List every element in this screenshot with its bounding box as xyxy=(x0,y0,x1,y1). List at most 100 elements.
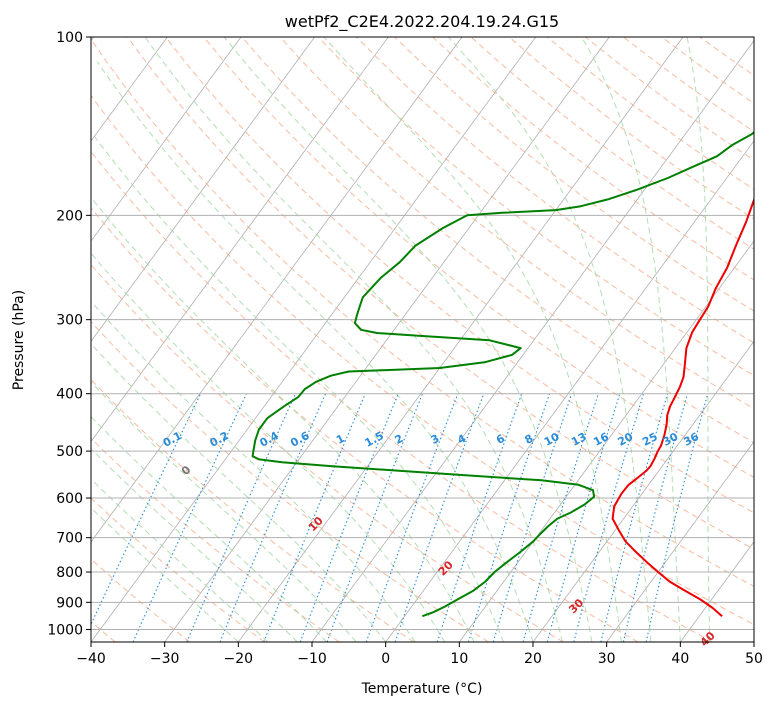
y-tick-label: 800 xyxy=(56,565,83,581)
mixing-ratio-label: 10 xyxy=(542,430,562,449)
dry-adiabat-label: 20 xyxy=(436,558,456,578)
x-tick-label: −20 xyxy=(224,651,254,667)
dry-adiabat-line xyxy=(91,497,265,642)
isotherm-line xyxy=(91,37,315,342)
mixing-ratio-line xyxy=(645,393,709,642)
moist-adiabat-line xyxy=(91,343,387,642)
mixing-ratio-line xyxy=(573,393,645,642)
y-axis-label: Pressure (hPa) xyxy=(11,290,27,390)
pressure-gridlines xyxy=(91,37,754,630)
dry-adiabat-line xyxy=(91,150,713,642)
dry-adiabat-label: 40 xyxy=(698,629,718,649)
dry-adiabat-line xyxy=(470,37,754,250)
mixing-ratio-label: 25 xyxy=(640,430,660,449)
isotherm-line xyxy=(680,541,754,642)
dry-adiabat-line xyxy=(661,37,754,105)
dry-adiabat-line xyxy=(91,207,639,642)
mixing-ratio-line xyxy=(622,393,689,642)
isotherm-line xyxy=(606,440,754,642)
moist-adiabat-line xyxy=(144,37,563,642)
profile-lines xyxy=(251,131,754,618)
isotherm-line xyxy=(532,340,754,642)
background-lines xyxy=(91,37,754,642)
moist-adiabat-line xyxy=(91,507,239,642)
x-tick-label: −30 xyxy=(150,651,180,667)
dry-adiabat-line xyxy=(623,37,754,133)
y-tick-label: 400 xyxy=(56,387,83,403)
moist-adiabat-line xyxy=(91,448,298,642)
mixing-ratio-label: 2 xyxy=(393,432,406,447)
mixing-ratio-line xyxy=(91,393,202,626)
isotherm-line xyxy=(91,37,389,443)
dry-adiabat-line xyxy=(317,37,754,377)
mixing-ratio-line xyxy=(522,393,599,642)
mixing-ratio-line xyxy=(467,393,551,642)
mixing-ratio-line xyxy=(546,393,621,642)
moist-adiabat-line xyxy=(686,37,711,642)
y-tick-label: 700 xyxy=(56,531,83,547)
moist-adiabat-line xyxy=(448,37,652,642)
y-tick-label: 600 xyxy=(56,491,83,507)
moist-adiabat-line xyxy=(91,415,328,642)
x-tick-label: 0 xyxy=(381,651,390,667)
x-axis: −40 −30 −20 −10 0 10 20 30 40 50 xyxy=(76,642,763,667)
x-axis-label: Temperature (°C) xyxy=(361,681,483,697)
y-tick-label: 200 xyxy=(56,208,83,224)
dry-adiabat-line xyxy=(394,37,754,312)
moist-adiabat-line xyxy=(91,196,475,642)
mixing-ratio-line xyxy=(186,393,296,642)
isotherm-line xyxy=(385,140,754,642)
isotherm-line xyxy=(91,37,536,642)
dry-adiabat-label: 0 xyxy=(179,463,194,478)
line-labels: 0.10.20.40.611.52346810131620253036-100-… xyxy=(161,429,718,649)
dry-adiabat-line xyxy=(91,94,754,626)
dry-adiabat-line xyxy=(546,37,754,190)
temperature-profile-line xyxy=(611,197,754,617)
mixing-ratio-label: 3 xyxy=(429,432,442,447)
isotherm-line xyxy=(164,37,610,642)
moist-adiabat-line xyxy=(91,381,357,642)
dry-adiabat-line xyxy=(165,37,754,514)
mixing-ratio-label: 0.1 xyxy=(161,429,184,450)
x-tick-label: 20 xyxy=(524,651,542,667)
mixing-ratio-label: 0.4 xyxy=(257,429,281,450)
isotherm-line xyxy=(91,37,168,142)
y-axis: 100 200 300 400 500 600 700 800 900 1000 xyxy=(47,30,91,638)
dry-adiabat-line xyxy=(91,38,754,587)
moist-adiabat-line xyxy=(91,478,269,642)
mixing-ratio-line xyxy=(132,393,247,642)
moist-adiabat-line xyxy=(223,37,593,642)
mixing-ratio-line xyxy=(365,393,459,642)
mixing-ratio-label: 13 xyxy=(569,430,589,449)
isotherm-line xyxy=(91,37,242,242)
moist-adiabat-line xyxy=(96,61,534,642)
plot-frame xyxy=(90,36,755,643)
moist-adiabat-line xyxy=(91,130,504,642)
mixing-ratio-line xyxy=(492,393,573,642)
dry-adiabat-line xyxy=(356,37,754,344)
mixing-ratio-line xyxy=(299,393,399,642)
dry-adiabat-line xyxy=(699,37,754,77)
x-tick-label: −10 xyxy=(297,651,327,667)
dewpoint-profile-line xyxy=(251,131,754,618)
mixing-ratio-label: 30 xyxy=(661,430,681,449)
x-tick-label: 40 xyxy=(671,651,689,667)
dry-adiabat-line xyxy=(127,37,754,550)
x-tick-label: 30 xyxy=(598,651,616,667)
isotherm-line xyxy=(459,240,754,642)
mixing-ratio-label: 16 xyxy=(591,430,611,449)
moist-adiabat-line xyxy=(323,37,622,642)
y-tick-label: 900 xyxy=(56,595,83,611)
mixing-ratio-label: 0.2 xyxy=(208,429,231,450)
mixing-ratio-label: 1 xyxy=(334,432,347,447)
mixing-ratio-line xyxy=(600,393,669,642)
mixing-ratio-line xyxy=(394,393,485,642)
x-tick-label: 50 xyxy=(745,651,763,667)
moist-adiabat-line xyxy=(91,300,416,642)
isotherm-line xyxy=(91,37,463,543)
moist-adiabat-line xyxy=(91,252,446,642)
x-tick-label: 10 xyxy=(450,651,468,667)
dry-adiabat-line xyxy=(279,37,754,410)
mixing-ratio-line xyxy=(436,393,523,642)
